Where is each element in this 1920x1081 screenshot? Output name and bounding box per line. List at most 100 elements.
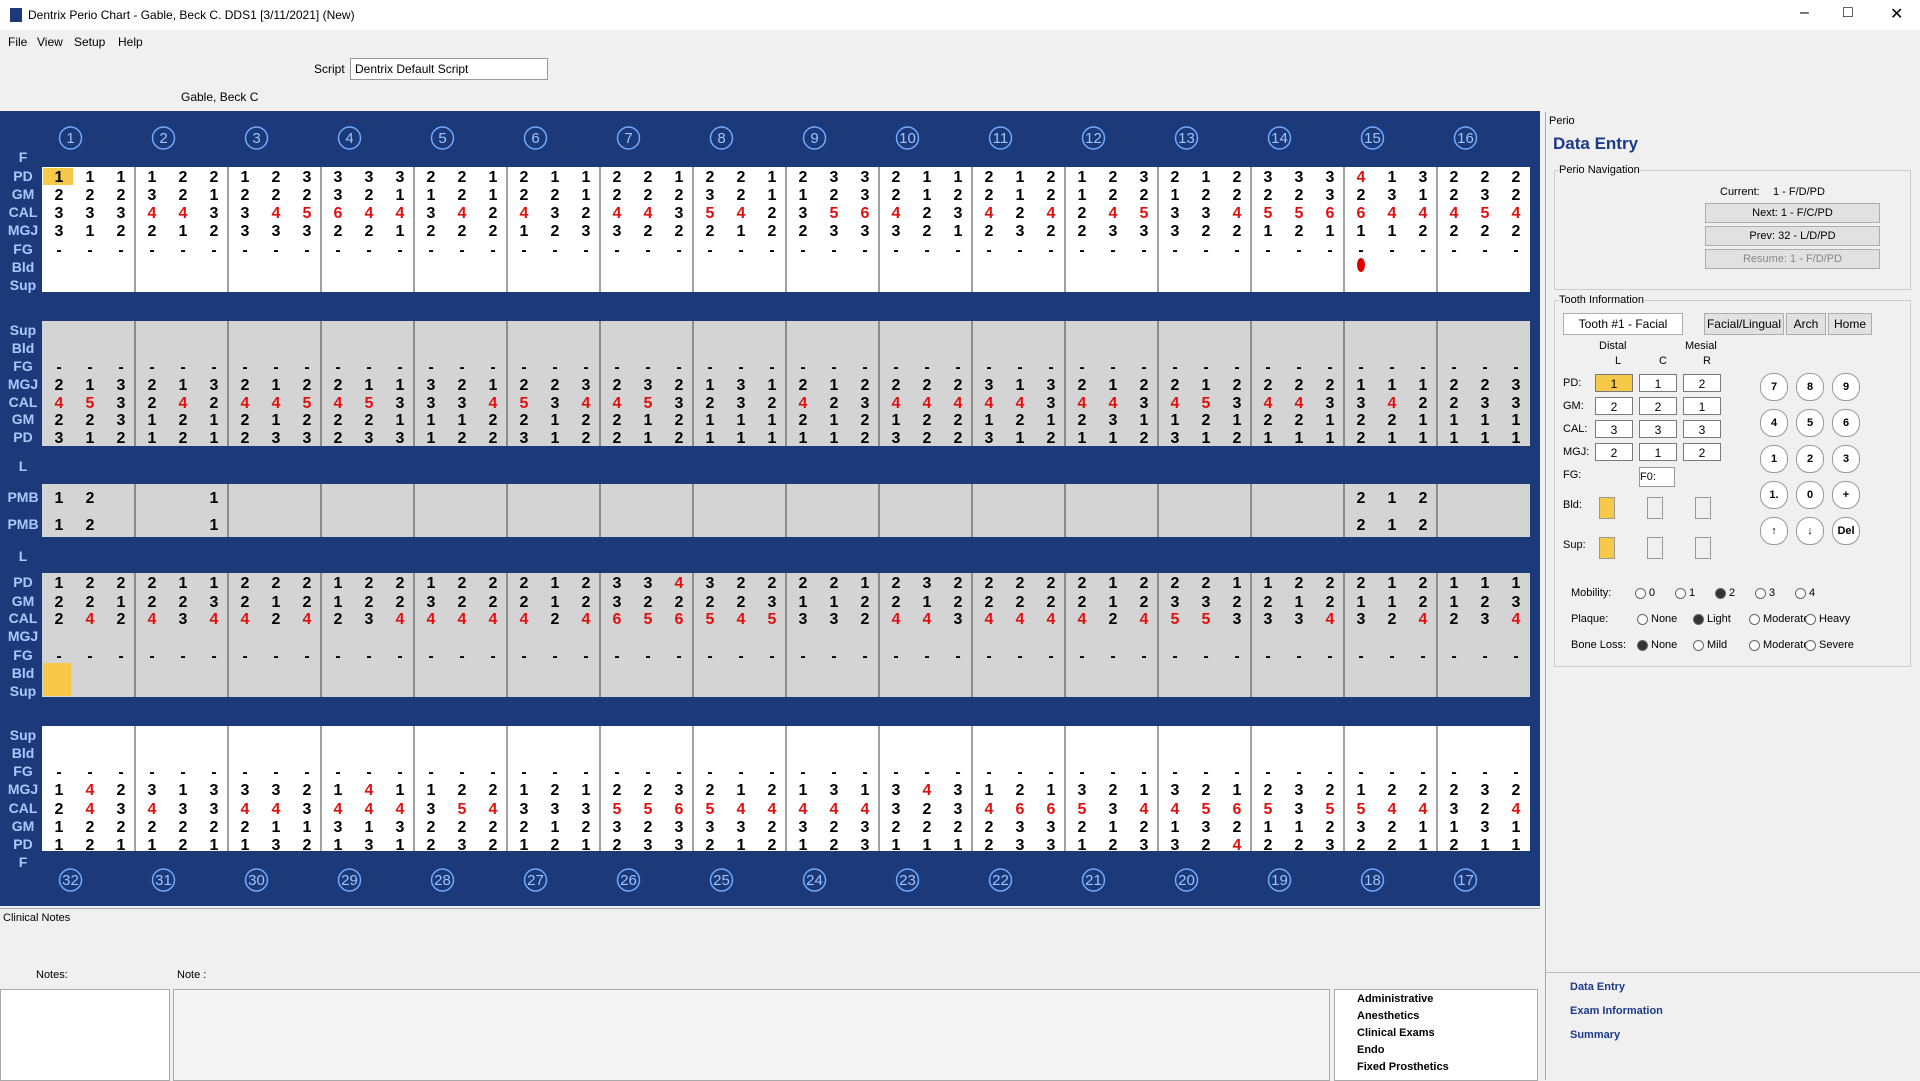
nav-group: Perio Navigation Current: 1 - F/D/PD Nex… (1554, 164, 1911, 290)
field[interactable]: 3 (1639, 420, 1677, 438)
row-label: PD (13, 836, 32, 852)
perio-value: 1 (1047, 412, 1056, 429)
perio-value: 2 (830, 187, 839, 204)
radio[interactable] (1805, 614, 1816, 625)
perio-value: 4 (241, 611, 250, 628)
nav-link[interactable]: Exam Information (1570, 1005, 1663, 1017)
field[interactable]: 1 (1639, 374, 1677, 392)
tab[interactable]: Facial/Lingual (1704, 313, 1784, 335)
menu-item[interactable]: View (37, 35, 63, 49)
category[interactable]: Fixed Prosthetics (1357, 1061, 1449, 1073)
current-value: 1 - F/D/PD (1773, 186, 1825, 198)
perio-value: 2 (210, 395, 219, 412)
perio-value: 3 (1202, 819, 1211, 836)
perio-value: 2 (272, 187, 281, 204)
field[interactable]: 2 (1683, 443, 1721, 461)
key[interactable]: ↑ (1760, 517, 1788, 545)
key[interactable]: 1 (1760, 445, 1788, 473)
checkbox[interactable] (1647, 497, 1663, 519)
perio-value: 2 (1109, 611, 1118, 628)
field[interactable]: 1 (1683, 397, 1721, 415)
category[interactable]: Anesthetics (1357, 1010, 1420, 1022)
radio[interactable] (1635, 588, 1646, 599)
perio-value: 4 (985, 611, 994, 628)
key[interactable]: 0 (1796, 481, 1824, 509)
key[interactable]: 8 (1796, 373, 1824, 401)
minimize[interactable]: – (1800, 4, 1809, 21)
row-label: Bld (12, 259, 35, 275)
radio[interactable] (1637, 614, 1648, 625)
key[interactable]: + (1832, 481, 1860, 509)
radio[interactable] (1749, 640, 1760, 651)
radio[interactable] (1749, 614, 1760, 625)
perio-value: 1 (1171, 819, 1180, 836)
key[interactable]: 3 (1832, 445, 1860, 473)
perio-value: 2 (1016, 205, 1025, 222)
perio-value: 3 (365, 169, 374, 186)
field[interactable]: 1 (1639, 443, 1677, 461)
menu-item[interactable]: File (8, 35, 28, 49)
perio-value: 1 (427, 782, 436, 799)
category[interactable]: Endo (1357, 1044, 1385, 1056)
radio[interactable] (1795, 588, 1806, 599)
key[interactable]: 1. (1760, 481, 1788, 509)
category[interactable]: Clinical Exams (1357, 1027, 1435, 1039)
menu-item[interactable]: Setup (74, 35, 106, 49)
resume-button[interactable]: Resume: 1 - F/D/PD (1705, 249, 1880, 269)
fg-dash: - (1513, 764, 1518, 781)
nav-link[interactable]: Summary (1570, 1029, 1621, 1041)
category[interactable]: Administrative (1357, 993, 1434, 1005)
perio-panel: Perio Data Entry Perio Navigation Curren… (1545, 112, 1920, 1080)
key[interactable]: 6 (1832, 409, 1860, 437)
script-select[interactable]: Dentrix Default Script (350, 58, 548, 80)
maximize[interactable]: □ (1843, 4, 1853, 21)
tab[interactable]: Home (1828, 313, 1872, 335)
checkbox[interactable] (1647, 537, 1663, 559)
key[interactable]: 4 (1760, 409, 1788, 437)
field[interactable]: 3 (1683, 420, 1721, 438)
field[interactable]: 2 (1683, 374, 1721, 392)
tab[interactable]: Tooth #1 - Facial (1563, 313, 1683, 335)
mesial-label: Mesial (1685, 340, 1717, 352)
checkbox[interactable] (1695, 497, 1711, 519)
field[interactable]: 2 (1595, 443, 1633, 461)
key[interactable]: 2 (1796, 445, 1824, 473)
notes-list[interactable] (0, 989, 170, 1081)
close[interactable]: ✕ (1890, 6, 1904, 23)
prev-button[interactable]: Prev: 32 - L/D/PD (1705, 226, 1880, 246)
radio[interactable] (1805, 640, 1816, 651)
radio[interactable] (1755, 588, 1766, 599)
field[interactable]: 1 (1595, 374, 1633, 392)
perio-value: 2 (1047, 169, 1056, 186)
checkbox[interactable] (1599, 537, 1615, 559)
perio-value: 3 (1047, 377, 1056, 394)
tooth-number: 23 (899, 872, 916, 889)
radio[interactable] (1637, 640, 1648, 651)
key[interactable]: ↓ (1796, 517, 1824, 545)
radio[interactable] (1715, 588, 1726, 599)
nav-link[interactable]: Data Entry (1570, 981, 1626, 993)
checkbox[interactable] (1599, 497, 1615, 519)
radio[interactable] (1693, 614, 1704, 625)
menu-item[interactable]: Help (118, 35, 143, 49)
next-button[interactable]: Next: 1 - F/C/PD (1705, 203, 1880, 223)
title-bar: Dentrix Perio Chart - Gable, Beck C. DDS… (0, 0, 1920, 30)
perio-value: 3 (1171, 837, 1180, 854)
radio[interactable] (1693, 640, 1704, 651)
key[interactable]: Del (1832, 517, 1860, 545)
field[interactable]: F0: (1639, 467, 1675, 487)
tab[interactable]: Arch (1786, 313, 1826, 335)
field[interactable]: 2 (1639, 397, 1677, 415)
checkbox[interactable] (1695, 537, 1711, 559)
perio-value: 2 (613, 187, 622, 204)
perio-value: 2 (892, 377, 901, 394)
radio[interactable] (1675, 588, 1686, 599)
key[interactable]: 5 (1796, 409, 1824, 437)
key[interactable]: 7 (1760, 373, 1788, 401)
perio-value: 2 (768, 837, 777, 854)
field[interactable]: 3 (1595, 420, 1633, 438)
note-editor[interactable] (173, 989, 1330, 1081)
key[interactable]: 9 (1832, 373, 1860, 401)
field[interactable]: 2 (1595, 397, 1633, 415)
perio-value: 3 (365, 611, 374, 628)
